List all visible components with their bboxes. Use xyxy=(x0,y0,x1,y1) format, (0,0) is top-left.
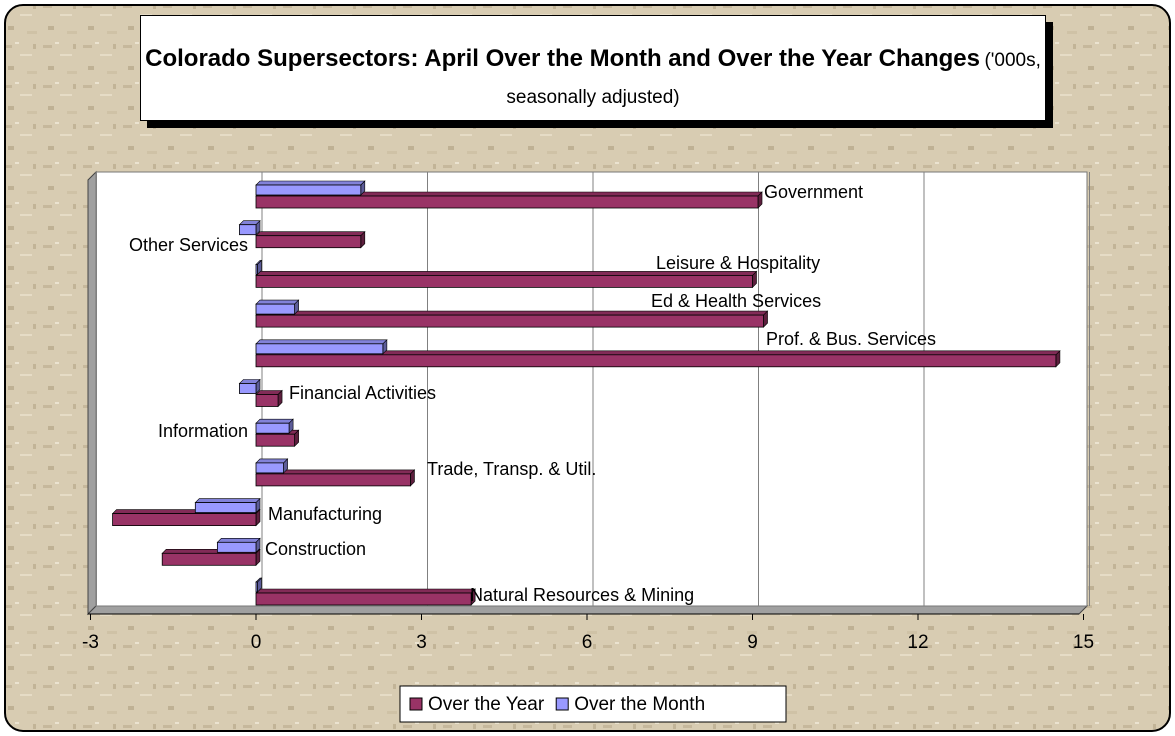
bar xyxy=(255,314,764,328)
legend xyxy=(399,685,787,723)
bar xyxy=(255,354,1057,368)
bar-top xyxy=(255,458,289,464)
category-label: Construction xyxy=(265,539,366,559)
x-tick-label: 3 xyxy=(416,632,427,653)
bar xyxy=(255,235,362,249)
bar-top xyxy=(255,180,366,186)
bar xyxy=(216,541,257,553)
legend-label: Over the Year xyxy=(428,694,545,715)
bar xyxy=(255,473,411,487)
bar xyxy=(255,303,296,315)
chart-subtitle: ('000s, seasonally adjusted) xyxy=(506,50,1041,108)
bar-top xyxy=(194,498,261,503)
category-label: Natural Resources & Mining xyxy=(470,585,694,605)
bar xyxy=(255,422,290,434)
x-tick-label: 9 xyxy=(747,632,758,653)
bar-top xyxy=(216,537,261,543)
chart-title: Colorado Supersectors: April Over the Mo… xyxy=(145,45,980,72)
bar xyxy=(255,263,258,275)
category-label: Leisure & Hospitality xyxy=(656,253,820,273)
x-tick-label: -3 xyxy=(82,632,99,653)
bar xyxy=(161,552,257,566)
bar xyxy=(255,433,296,447)
bar-top xyxy=(255,339,388,345)
x-tick-label: 15 xyxy=(1073,632,1094,653)
x-tick-label: 12 xyxy=(907,632,928,653)
legend-swatch xyxy=(409,697,423,711)
x-tick-label: 6 xyxy=(582,632,593,653)
bar xyxy=(255,274,753,288)
category-label: Prof. & Bus. Services xyxy=(766,329,936,349)
bar xyxy=(194,502,257,514)
bar xyxy=(255,394,279,407)
category-label: Trade, Transp. & Util. xyxy=(427,459,596,479)
title: Colorado Supersectors: April Over the Mo… xyxy=(141,41,1045,117)
category-label: Financial Activities xyxy=(289,383,436,403)
bar xyxy=(239,224,257,236)
side-wall xyxy=(87,170,97,616)
x-tick-label: 0 xyxy=(251,632,262,653)
bar-top xyxy=(255,310,769,316)
category-label: Ed & Health Services xyxy=(651,291,821,311)
bar xyxy=(112,513,257,526)
legend-swatch xyxy=(555,697,569,711)
floor xyxy=(86,605,1089,615)
bar xyxy=(255,462,284,474)
bar xyxy=(239,383,257,394)
bar-top xyxy=(255,299,300,305)
bar xyxy=(255,195,759,209)
legend-label: Over the Month xyxy=(574,694,705,715)
title-box: Colorado Supersectors: April Over the Mo… xyxy=(140,15,1046,121)
bar xyxy=(255,581,258,593)
bar-top xyxy=(255,390,283,395)
category-label: Information xyxy=(158,421,248,441)
bar xyxy=(255,343,384,355)
bar xyxy=(255,592,472,606)
bar-top xyxy=(255,588,476,594)
category-label: Government xyxy=(764,182,863,202)
bar-top xyxy=(255,418,294,424)
category-label: Manufacturing xyxy=(268,504,382,524)
bar-top xyxy=(255,231,366,236)
bar xyxy=(255,184,362,196)
category-label: Other Services xyxy=(129,235,248,255)
